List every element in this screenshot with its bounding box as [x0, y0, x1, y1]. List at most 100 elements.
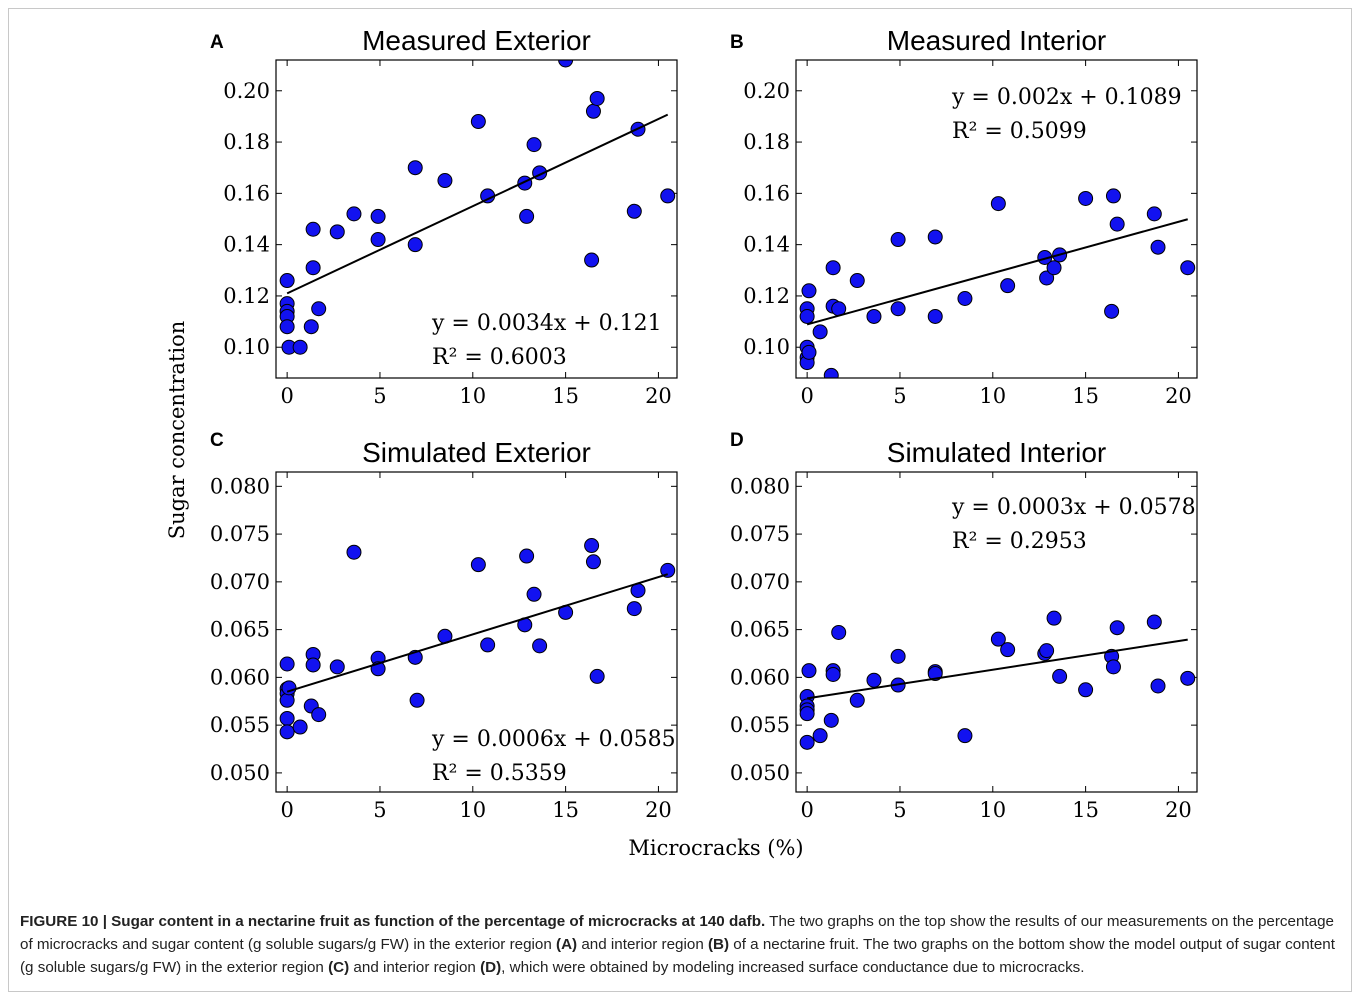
x-tick-label: 10	[979, 798, 1006, 822]
data-point	[470, 114, 486, 130]
r-squared: R² = 0.5099	[952, 119, 1087, 144]
data-point	[370, 208, 386, 224]
data-point	[292, 339, 308, 355]
data-point	[866, 672, 882, 688]
data-point	[589, 668, 605, 684]
data-point	[279, 656, 295, 672]
points-a	[279, 60, 676, 355]
data-point	[519, 208, 535, 224]
x-tick-label: 15	[1072, 798, 1099, 822]
y-tick-label: 0.070	[730, 570, 790, 594]
data-point	[407, 237, 423, 253]
data-point	[1105, 659, 1121, 675]
points-d	[799, 610, 1196, 750]
data-point	[1109, 216, 1125, 232]
data-point	[849, 273, 865, 289]
data-point	[292, 719, 308, 735]
panel-c: C Simulated Exterior 0 5 10 15 20 0.050 0.055 0.0…	[210, 430, 678, 822]
data-point	[799, 308, 815, 324]
y-tick-label: 0.060	[730, 665, 790, 689]
panel-b: B Measured Interior 0 5 10 15 20 0.10 0.12 0.14 0.…	[730, 25, 1198, 408]
x-tick-label: 10	[459, 384, 486, 408]
data-point	[1078, 682, 1094, 698]
data-point	[311, 301, 327, 317]
y-tick-label: 0.10	[743, 335, 790, 359]
data-point	[305, 221, 321, 237]
caption-ref-b: (B)	[707, 936, 730, 953]
caption-text-1: The two graphs on the top show the resul…	[20, 913, 1334, 953]
y-tick-label: 0.055	[730, 713, 790, 737]
caption-ref-d: (D)	[480, 959, 502, 976]
data-point	[831, 624, 847, 640]
data-point	[558, 60, 574, 68]
data-point	[1146, 206, 1162, 222]
data-point	[329, 659, 345, 675]
data-point	[532, 638, 548, 654]
caption-text-4: and interior region	[349, 959, 481, 976]
y-tick-label: 0.075	[210, 522, 270, 546]
figure-svg: Sugar concentration Microcracks (%) A Mea…	[165, 25, 1198, 860]
panel-letter-a: A	[210, 32, 224, 53]
data-point	[799, 734, 815, 750]
caption-lead: FIGURE 10 | Sugar content in a nectarine…	[20, 913, 766, 930]
y-tick-label: 0.10	[223, 335, 270, 359]
points-b	[799, 188, 1196, 378]
figure-caption: FIGURE 10 | Sugar content in a nectarine…	[20, 910, 1340, 979]
data-point	[849, 692, 865, 708]
data-point	[927, 308, 943, 324]
y-tick-label: 0.20	[223, 79, 270, 103]
data-point	[480, 637, 496, 653]
regression-line	[286, 573, 669, 693]
data-point	[1046, 260, 1062, 276]
data-point	[526, 586, 542, 602]
x-tick-label: 10	[459, 798, 486, 822]
data-point	[279, 319, 295, 335]
data-point	[866, 308, 882, 324]
data-point	[370, 232, 386, 248]
panel-title-b: Measured Interior	[887, 25, 1106, 56]
data-point	[1180, 260, 1196, 276]
data-point	[890, 301, 906, 317]
data-point	[801, 344, 817, 360]
data-point	[1000, 642, 1016, 658]
data-point	[1109, 620, 1125, 636]
y-tick-label: 0.12	[223, 284, 270, 308]
regression-line	[806, 218, 1188, 326]
data-point	[823, 367, 839, 378]
x-tick-label: 5	[893, 384, 906, 408]
x-tick-label: 20	[645, 798, 672, 822]
x-tick-label: 0	[280, 384, 293, 408]
data-point	[437, 173, 453, 189]
data-point	[346, 544, 362, 560]
data-point	[1046, 610, 1062, 626]
regression-equation: y = 0.002x + 0.1089	[951, 85, 1182, 110]
y-tick-label: 0.075	[730, 522, 790, 546]
x-tick-label: 20	[645, 384, 672, 408]
y-tick-label: 0.080	[730, 474, 790, 498]
data-point	[281, 680, 297, 696]
regression-line	[286, 113, 669, 295]
panel-title-d: Simulated Interior	[887, 437, 1106, 468]
data-point	[279, 692, 295, 708]
data-point	[1150, 678, 1166, 694]
y-tick-label: 0.18	[743, 130, 790, 154]
panel-letter-b: B	[730, 32, 744, 53]
x-tick-label: 5	[373, 384, 386, 408]
y-tick-label: 0.050	[210, 761, 270, 785]
data-point	[825, 260, 841, 276]
data-point	[990, 631, 1006, 647]
r-squared: R² = 0.5359	[432, 761, 567, 786]
chart-panels: A Measured Exterior 0 5 10 15 20 0.10 0.12 0.14 0.…	[210, 25, 1198, 822]
data-point	[823, 712, 839, 728]
x-tick-label: 20	[1165, 798, 1192, 822]
data-point	[660, 562, 676, 578]
x-tick-label: 5	[373, 798, 386, 822]
y-axis-label: Sugar concentration	[165, 321, 189, 540]
regression-line	[806, 638, 1188, 700]
data-point	[346, 206, 362, 222]
plot-frame	[275, 471, 678, 793]
data-point	[584, 252, 600, 268]
data-point	[626, 203, 642, 219]
data-point	[589, 90, 605, 106]
x-tick-label: 5	[893, 798, 906, 822]
